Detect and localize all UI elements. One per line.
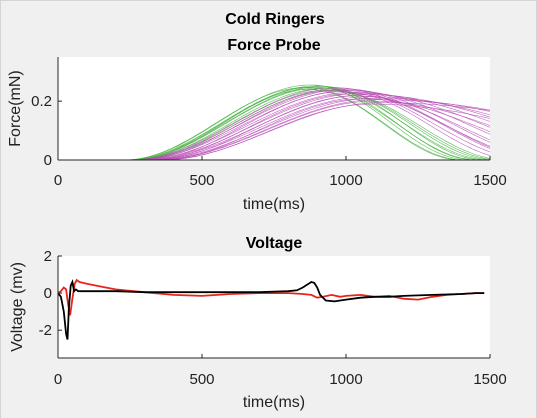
x-axis-label: time(ms) (243, 196, 305, 213)
figure-suptitle: Cold Ringers (225, 11, 325, 28)
series-line-magenta (72, 97, 490, 160)
axes-title: Voltage (246, 235, 303, 252)
y-tick-label: 2 (44, 248, 52, 265)
series-line-magenta (72, 100, 490, 160)
x-tick-label: 0 (54, 172, 62, 189)
y-axis-label: Voltage (mv) (9, 262, 26, 352)
y-tick-label: 0 (44, 285, 52, 302)
series-group (72, 84, 490, 160)
series-line-magenta (72, 91, 490, 160)
y-axis-label: Force(mN) (7, 70, 24, 146)
figure-border (0, 0, 537, 1)
series-line-red (58, 278, 485, 316)
y-tick-label: 0.2 (31, 93, 52, 110)
plot-area (58, 57, 490, 160)
y-tick-label: -2 (39, 322, 52, 339)
force-axes: 0 500 1000 1500 0 0.2 Force Probe time(ms) Force… (7, 37, 507, 213)
series-line-magenta (72, 102, 490, 160)
x-tick-label: 0 (54, 371, 62, 388)
figure-border (0, 0, 1, 418)
voltage-axes: 0 500 1000 1500 -2 0 2 Voltage time(ms) Voltage (… (9, 235, 507, 411)
x-tick-label: 1000 (329, 371, 362, 388)
x-tick-label: 1000 (329, 172, 362, 189)
x-tick-label: 1500 (473, 371, 506, 388)
x-axis-label: time(ms) (243, 394, 305, 411)
series-line-black (58, 279, 485, 340)
series-line-green (72, 87, 490, 160)
series-group (58, 278, 485, 340)
axes-title: Force Probe (227, 37, 320, 54)
x-tick-label: 500 (189, 172, 214, 189)
x-tick-label: 500 (189, 371, 214, 388)
series-line-magenta (72, 99, 490, 160)
y-tick-label: 0 (44, 152, 52, 169)
series-line-magenta (72, 103, 490, 160)
series-line-magenta (72, 95, 490, 160)
series-line-magenta (72, 94, 490, 160)
plot-area (58, 256, 490, 358)
x-tick-label: 1500 (473, 172, 506, 189)
